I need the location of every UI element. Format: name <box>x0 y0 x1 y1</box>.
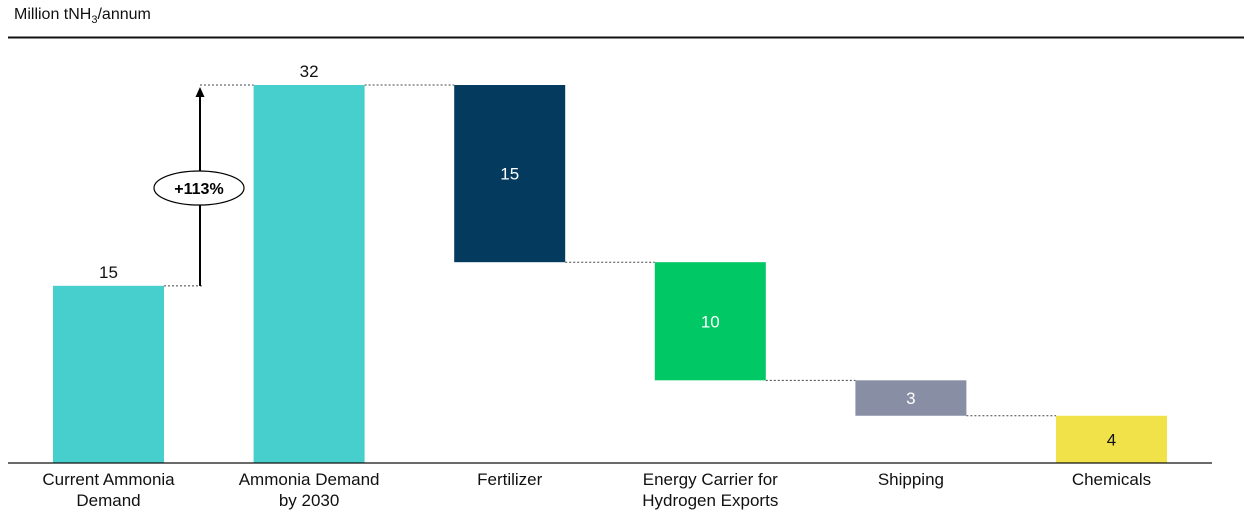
y-axis-label-subscript: 3 <box>91 14 97 26</box>
x-tick-label-current-ammonia-demand-line2: Demand <box>76 491 140 510</box>
value-label-shipping: 3 <box>906 389 915 408</box>
bar-energy-carrier-for-hydrogen-exports <box>654 262 766 381</box>
value-label-fertilizer: 15 <box>500 165 519 184</box>
growth-ellipse <box>153 170 245 206</box>
value-label-current-ammonia-demand: 15 <box>99 263 118 282</box>
value-label-energy-carrier-for-hydrogen-exports: 10 <box>701 312 720 331</box>
y-axis-label: Million tNH3/annum <box>14 6 151 26</box>
x-tick-label-ammonia-demand-by-2030-line1: Ammonia Demand <box>239 470 380 489</box>
value-label-ammonia-demand-by-2030: 32 <box>300 62 319 81</box>
growth-percent-label: +113% <box>174 181 223 198</box>
bar-shipping <box>855 380 967 416</box>
y-axis-label-suffix: /annum <box>97 6 150 23</box>
x-tick-label-chemicals: Chemicals <box>1072 470 1151 489</box>
value-label-chemicals: 4 <box>1107 430 1116 449</box>
bar-ammonia-demand-by-2030 <box>253 85 365 463</box>
x-tick-label-energy-carrier-for-hydrogen-exports-line1: Energy Carrier for <box>643 470 778 489</box>
x-tick-label-ammonia-demand-by-2030-line2: by 2030 <box>279 491 340 510</box>
bar-fertilizer <box>454 85 566 263</box>
growth-arrow-head-icon <box>195 87 205 97</box>
x-tick-label-shipping: Shipping <box>878 470 944 489</box>
x-axis-labels: Current Ammonia Demand Ammonia Demand by 20… <box>42 470 1151 510</box>
connector-lines <box>164 84 1056 417</box>
y-axis-label-prefix: Million tNH <box>14 6 91 23</box>
x-tick-label-energy-carrier-for-hydrogen-exports-line2: Hydrogen Exports <box>642 491 778 510</box>
x-tick-label-current-ammonia-demand-line1: Current Ammonia <box>42 470 175 489</box>
bar-current-ammonia-demand <box>53 285 164 463</box>
bar-chemicals <box>1056 415 1167 463</box>
growth-annotation: +113% <box>153 87 245 286</box>
bars-group: 15 32 15 10 3 4 <box>53 62 1167 463</box>
x-tick-label-fertilizer: Fertilizer <box>477 470 543 489</box>
